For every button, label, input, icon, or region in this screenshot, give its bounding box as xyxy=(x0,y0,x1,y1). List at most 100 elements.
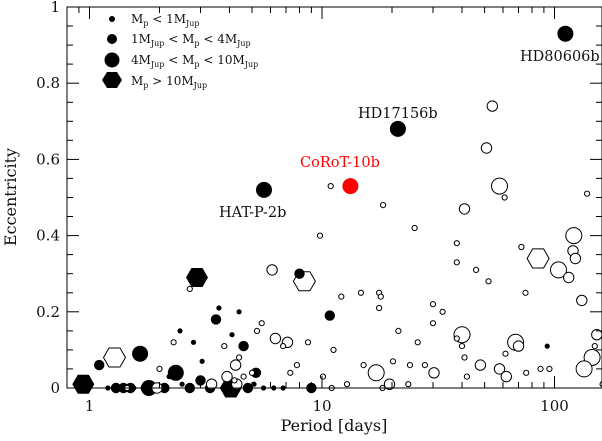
data-point-96 xyxy=(304,339,312,346)
data-point-81 xyxy=(518,243,525,251)
legend-marker-medium-circle xyxy=(107,34,117,44)
data-point-100 xyxy=(389,358,397,365)
data-point-41 xyxy=(177,328,183,334)
data-point-98 xyxy=(330,346,337,353)
legend-marker-hexagon xyxy=(102,72,122,88)
data-point-76 xyxy=(380,202,387,209)
data-point-104 xyxy=(429,320,437,327)
y-axis-title: Eccentricity xyxy=(1,148,20,246)
data-point-16 xyxy=(210,314,222,325)
data-point-102 xyxy=(414,339,421,346)
data-point-31 xyxy=(166,374,172,380)
data-point-113 xyxy=(319,373,327,380)
data-point-80 xyxy=(411,224,418,232)
data-point-42 xyxy=(544,343,550,349)
data-point-86 xyxy=(522,289,529,296)
data-point-128 xyxy=(591,343,598,350)
data-point-97 xyxy=(280,343,287,350)
data-point-112 xyxy=(405,381,412,388)
legend: Mp < 1MJup 1MJup < Mp < 4MJup 4MJup < Mp… xyxy=(102,12,258,90)
data-point-119 xyxy=(156,365,163,372)
data-point-131 xyxy=(546,365,553,372)
data-point-99 xyxy=(395,327,402,334)
data-point-55 xyxy=(458,203,471,215)
data-point-120 xyxy=(170,339,177,346)
data-point-93 xyxy=(376,304,383,312)
data-point-123 xyxy=(186,285,193,292)
data-point-116 xyxy=(293,362,300,369)
data-point-26 xyxy=(195,375,206,386)
data-point-58 xyxy=(569,252,582,265)
annotation-hat-p-2b: HAT-P-2b xyxy=(219,205,286,221)
data-point-105 xyxy=(453,335,460,342)
data-point-109 xyxy=(502,350,509,357)
annotation-hd80606b: HD80606b xyxy=(520,49,600,65)
data-point-94 xyxy=(258,320,265,327)
data-point-91 xyxy=(439,308,446,315)
y-tick-label: 0.6 xyxy=(36,150,60,168)
data-point-70 xyxy=(229,359,242,371)
data-point-122 xyxy=(221,343,228,350)
data-point-72 xyxy=(205,378,218,390)
data-point-7 xyxy=(557,25,574,42)
data-point-14 xyxy=(324,310,335,321)
data-point-89 xyxy=(357,289,364,296)
data-point-110 xyxy=(523,369,530,376)
data-point-90 xyxy=(429,301,437,308)
data-point-85 xyxy=(453,259,460,266)
data-point-126 xyxy=(240,373,247,380)
data-point-75 xyxy=(327,183,334,190)
data-point-10 xyxy=(132,345,149,362)
data-point-66 xyxy=(500,370,512,383)
data-point-54 xyxy=(486,100,498,112)
data-point-79 xyxy=(316,232,324,239)
annotation-hd17156b: HD17156b xyxy=(358,106,438,122)
data-point-78 xyxy=(584,190,591,197)
data-point-50 xyxy=(367,364,385,382)
data-point-33 xyxy=(199,358,205,364)
data-point-106 xyxy=(458,343,466,350)
x-tick-label: 1 xyxy=(85,397,95,415)
axis-ticks: 1 10 100 0 0.2 0.4 0.6 0.8 1 xyxy=(36,0,602,415)
data-point-13 xyxy=(294,268,305,279)
data-point-34 xyxy=(216,305,222,311)
data-point-45 xyxy=(491,177,508,195)
x-tick-label: 10 xyxy=(312,397,331,415)
data-point-69 xyxy=(512,340,525,352)
data-point-8 xyxy=(389,120,406,137)
data-points xyxy=(72,25,602,398)
data-point-83 xyxy=(485,278,492,285)
x-axis-title: Period [days] xyxy=(281,416,388,435)
legend-marker-small-circle xyxy=(109,16,115,22)
data-point-117 xyxy=(343,381,351,388)
data-point-5 xyxy=(526,248,550,269)
data-point-121 xyxy=(236,354,243,361)
data-point-36 xyxy=(236,309,242,315)
legend-entry-3: 4MJup < Mp < 10MJup xyxy=(131,53,258,69)
data-point-82 xyxy=(453,240,460,247)
data-point-61 xyxy=(266,264,278,276)
data-point-11 xyxy=(167,364,184,381)
x-tick-label: 100 xyxy=(540,397,569,415)
data-point-32 xyxy=(179,381,185,387)
data-point-125 xyxy=(231,377,238,384)
data-point-62 xyxy=(269,332,282,345)
data-point-65 xyxy=(493,363,506,375)
data-point-9 xyxy=(342,178,359,195)
data-point-0 xyxy=(72,374,95,394)
data-point-46 xyxy=(565,227,583,245)
y-tick-label: 0.4 xyxy=(36,227,60,245)
data-point-92 xyxy=(338,293,345,300)
data-point-111 xyxy=(406,362,414,369)
data-point-107 xyxy=(461,354,468,361)
data-point-47 xyxy=(550,261,567,279)
data-point-3 xyxy=(102,347,127,368)
data-point-101 xyxy=(360,362,367,369)
data-point-77 xyxy=(501,194,508,201)
data-point-43 xyxy=(190,339,197,345)
data-point-84 xyxy=(473,266,480,273)
data-point-64 xyxy=(474,359,487,371)
legend-marker-large-circle xyxy=(104,52,120,68)
